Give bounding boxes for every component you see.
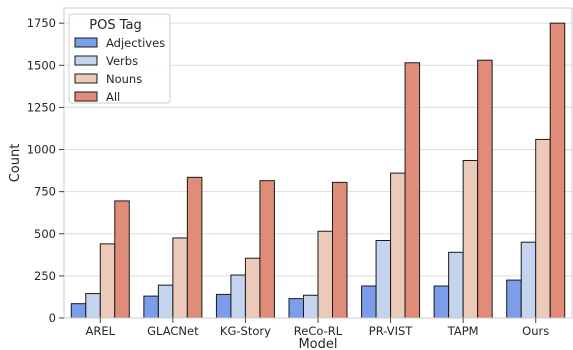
bar-adjectives-kg-story [215, 293, 232, 319]
x-tick-label: KG-Story [220, 324, 271, 338]
legend-label-verbs: Verbs [106, 54, 138, 68]
bar-verbs-glacnet [157, 284, 174, 319]
y-tick-label: 1750 [27, 16, 56, 30]
y-tick-label: 750 [34, 185, 56, 199]
y-axis-title: Count [8, 144, 23, 183]
bar-nouns-reco-rl [317, 230, 333, 319]
legend-label-all: All [106, 90, 120, 104]
x-tick-label: GLACNet [147, 324, 199, 338]
x-tick-label: PR-VIST [369, 324, 413, 338]
bar-verbs-reco-rl [303, 294, 319, 319]
x-tick-label: Ours [522, 324, 549, 338]
legend-swatch-nouns [74, 73, 98, 84]
y-axis-ticks: 0 250 500 750 1000 1250 1500 1750 [27, 16, 64, 325]
legend-swatch-verbs [74, 55, 98, 66]
legend-label-adjectives: Adjectives [106, 36, 165, 50]
bar-verbs-ours [520, 241, 537, 319]
bar-all-glacnet [186, 176, 203, 319]
bar-adjectives-pr-vist [361, 285, 377, 319]
bar-all-arel [114, 200, 130, 319]
y-tick-label: 250 [34, 269, 56, 283]
bar-verbs-arel [85, 293, 101, 319]
bar-verbs-tapm [448, 251, 464, 319]
x-tick-label: TAPM [447, 324, 479, 338]
bar-all-kg-story [259, 180, 275, 319]
legend-swatch-all [74, 91, 98, 102]
legend-title: POS Tag [89, 18, 141, 33]
bar-all-reco-rl [332, 181, 348, 319]
legend-swatch-adjectives [74, 37, 98, 48]
bar-nouns-glacnet [172, 237, 188, 319]
y-tick-label: 1250 [27, 100, 56, 114]
bar-verbs-kg-story [230, 274, 246, 319]
bar-adjectives-arel [70, 303, 87, 319]
bar-adjectives-ours [506, 279, 522, 319]
y-tick-label: 1500 [27, 58, 56, 72]
bar-all-tapm [477, 59, 493, 319]
bar-adjectives-reco-rl [288, 298, 304, 319]
y-tick-label: 0 [49, 311, 56, 325]
bar-adjectives-glacnet [143, 295, 159, 319]
bar-all-ours [549, 22, 566, 319]
x-tick-label: AREL [86, 324, 116, 338]
bar-nouns-kg-story [244, 257, 261, 319]
bar-adjectives-tapm [433, 285, 450, 319]
bar-nouns-ours [535, 138, 551, 319]
legend: POS Tag Adjectives Verbs Nouns All [68, 13, 171, 104]
x-tick-label: ReCo-RL [294, 324, 343, 338]
legend-label-nouns: Nouns [106, 72, 142, 86]
x-axis-ticks: AREL GLACNet KG-Story ReCo-RL PR-VIST TAPM Our… [86, 318, 549, 338]
y-tick-label: 1000 [27, 143, 56, 157]
bar-nouns-pr-vist [390, 172, 406, 319]
x-axis-title: Model [298, 337, 337, 350]
bar-nouns-arel [99, 243, 116, 319]
bars [70, 22, 566, 319]
y-tick-label: 500 [34, 227, 56, 241]
bar-all-pr-vist [404, 62, 421, 319]
bar-nouns-tapm [462, 159, 479, 319]
bar-verbs-pr-vist [375, 240, 392, 319]
